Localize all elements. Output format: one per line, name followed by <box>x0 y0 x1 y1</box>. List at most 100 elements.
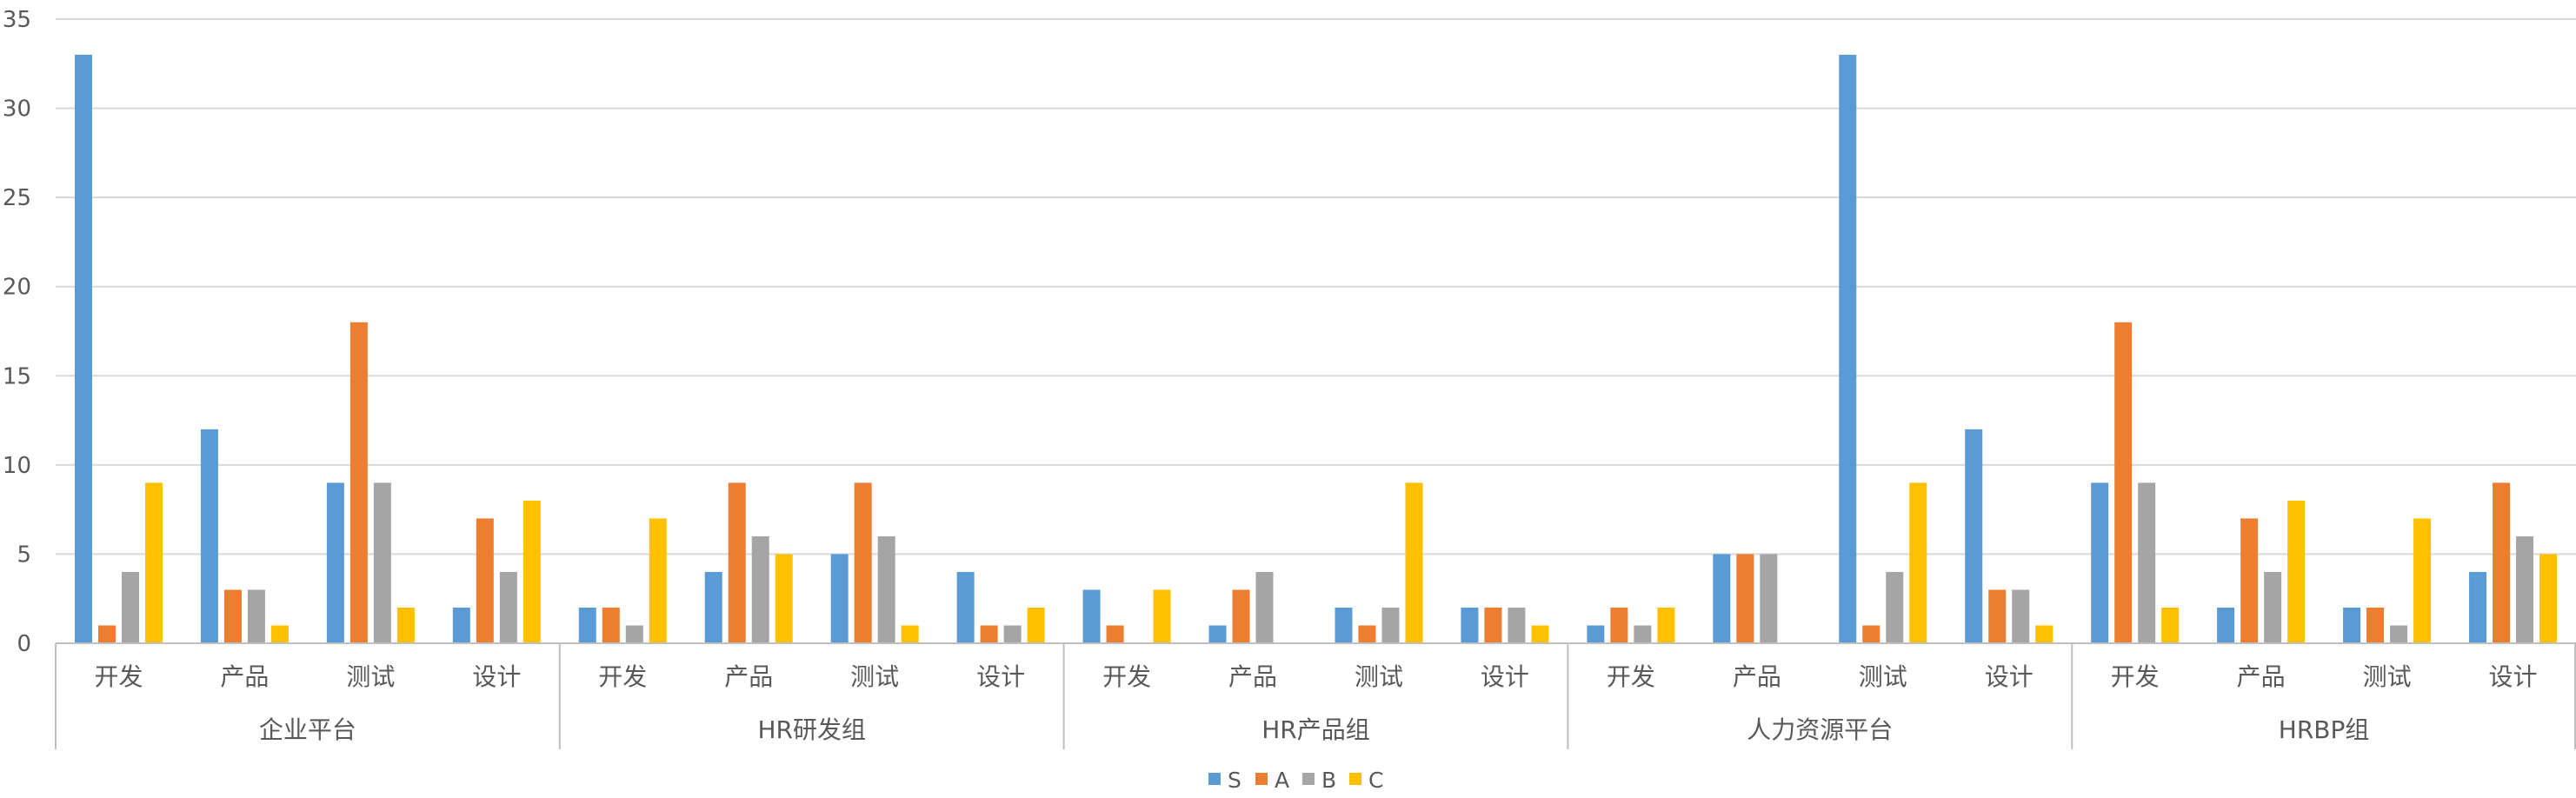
bar-C <box>1405 482 1423 643</box>
bar-S <box>1461 607 1479 643</box>
bar-B <box>877 535 895 643</box>
group-label: HR产品组 <box>1261 715 1370 744</box>
bar-S <box>578 607 596 643</box>
bars <box>74 55 2558 644</box>
bar-S <box>1839 55 1857 644</box>
legend-label-S: S <box>1228 768 1241 793</box>
bar-C <box>1027 607 1045 643</box>
category-label: 开发 <box>598 662 647 691</box>
bar-B <box>625 625 643 643</box>
bar-B <box>373 482 391 643</box>
bar-B <box>2012 589 2030 643</box>
bar-A <box>854 482 872 643</box>
bar-S <box>2343 607 2361 643</box>
y-tick-label: 30 <box>3 96 31 123</box>
bar-B <box>751 535 769 643</box>
bar-B <box>1508 607 1526 643</box>
bar-B <box>247 589 265 643</box>
legend-swatch-C <box>1349 773 1361 785</box>
category-label: 产品 <box>1228 662 1277 691</box>
bar-S <box>1208 625 1227 643</box>
bar-S <box>1965 429 1983 643</box>
category-label: 测试 <box>1859 662 1907 691</box>
legend-label-C: C <box>1368 768 1383 793</box>
bar-C <box>2287 500 2306 643</box>
bar-A <box>1736 554 1754 643</box>
bar-A <box>2493 482 2511 643</box>
y-tick-label: 5 <box>17 542 31 568</box>
group-label: HR研发组 <box>757 715 866 744</box>
category-label: 产品 <box>2237 662 2286 691</box>
x-axis: 开发 产品 测试 设计 开发 产品 测试 设计 开发 产品 测试 设计 开发 产品 测试 设计 开发 产品 测试 设计… <box>55 642 2576 749</box>
category-label: 设计 <box>1985 662 2034 691</box>
bar-C <box>2035 625 2053 643</box>
bar-B <box>1003 625 1022 643</box>
y-tick-label: 25 <box>3 185 31 211</box>
legend-swatch-A <box>1255 773 1268 785</box>
bar-C <box>2413 518 2432 643</box>
category-label: 设计 <box>2489 662 2538 691</box>
group-label: HRBP组 <box>2279 715 2370 744</box>
bar-C <box>1909 482 1927 643</box>
category-label: 测试 <box>2363 662 2412 691</box>
y-tick-label: 10 <box>3 453 31 479</box>
bar-C <box>523 500 541 643</box>
legend-label-A: A <box>1275 768 1289 793</box>
bar-B <box>121 571 139 643</box>
bar-S <box>200 429 218 643</box>
bar-S <box>1335 607 1353 643</box>
bar-A <box>1484 607 1502 643</box>
bar-A <box>980 625 998 643</box>
category-label: 产品 <box>220 662 269 691</box>
legend-swatch-B <box>1302 773 1315 785</box>
bar-C <box>144 482 163 643</box>
bar-S <box>452 607 470 643</box>
bar-C <box>2161 607 2180 643</box>
bar-A <box>349 322 368 643</box>
bar-A <box>2240 518 2259 643</box>
bar-A <box>1358 625 1376 643</box>
bar-A <box>728 482 746 643</box>
bar-B <box>499 571 517 643</box>
bar-A <box>223 589 242 643</box>
bar-B <box>1255 571 1274 643</box>
category-label: 开发 <box>1102 662 1151 691</box>
bar-S <box>1713 554 1731 643</box>
bar-B <box>2138 482 2156 643</box>
bar-B <box>2516 535 2534 643</box>
bar-S <box>326 482 344 643</box>
category-label: 设计 <box>1481 662 1529 691</box>
bar-A <box>1988 589 2007 643</box>
bar-C <box>649 518 667 643</box>
category-label: 设计 <box>976 662 1025 691</box>
bar-A <box>97 625 116 643</box>
bar-S <box>1587 625 1605 643</box>
bar-C <box>1153 589 1171 643</box>
category-label: 开发 <box>94 662 143 691</box>
bar-B <box>1760 554 1778 643</box>
bar-C <box>1531 625 1549 643</box>
gridlines <box>56 18 2576 555</box>
y-tick-label: 20 <box>3 275 31 301</box>
bar-B <box>1886 571 1904 643</box>
bar-S <box>704 571 722 643</box>
category-label: 产品 <box>1733 662 1781 691</box>
bar-B <box>2390 625 2408 643</box>
bar-B <box>1634 625 1652 643</box>
bar-S <box>74 55 92 644</box>
bar-S <box>956 571 975 643</box>
bar-S <box>1082 589 1101 643</box>
y-tick-label: 15 <box>3 363 31 389</box>
bar-B <box>2264 571 2282 643</box>
group-label: 企业平台 <box>259 715 356 744</box>
bar-C <box>396 607 415 643</box>
bar-S <box>830 554 849 643</box>
category-label: 开发 <box>2111 662 2160 691</box>
group-label: 人力资源平台 <box>1747 715 1893 744</box>
bar-A <box>2366 607 2385 643</box>
bar-A <box>602 607 620 643</box>
category-label: 测试 <box>346 662 395 691</box>
bar-A <box>1610 607 1628 643</box>
